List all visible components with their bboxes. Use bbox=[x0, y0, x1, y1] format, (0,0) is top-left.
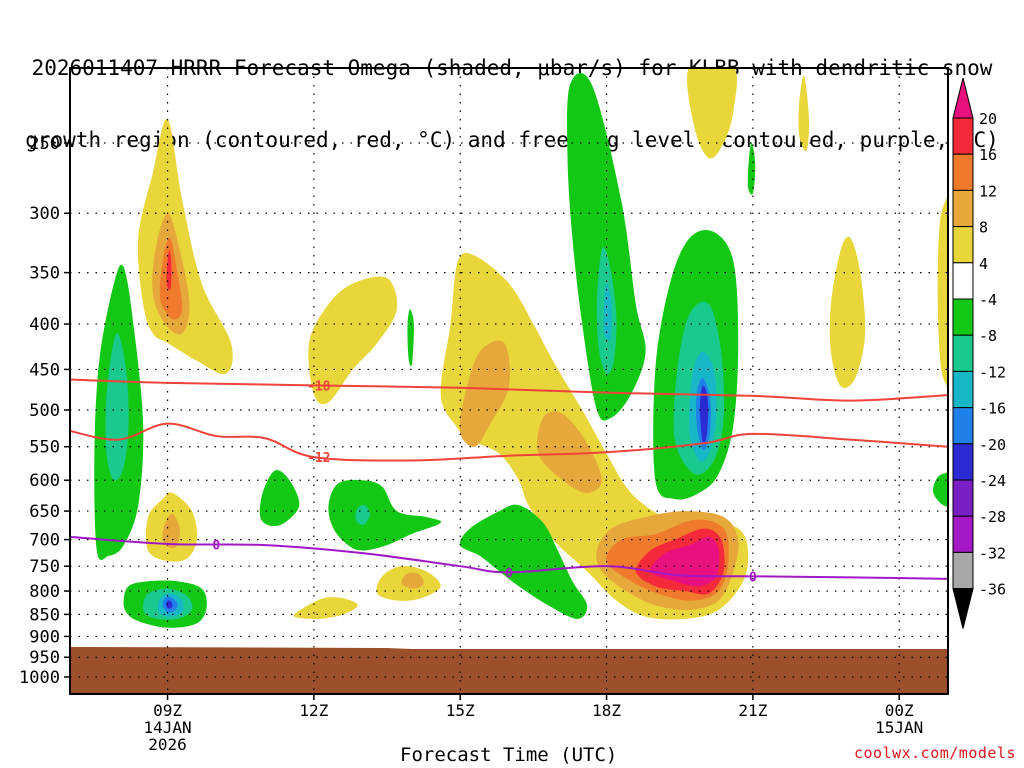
y-tick-label-750: 750 bbox=[29, 557, 60, 577]
y-tick-label-1000: 1000 bbox=[19, 668, 60, 688]
colorbar-swatch-12 bbox=[952, 515, 974, 553]
colorbar-bottom-arrow bbox=[952, 588, 974, 629]
colorbar-swatch-6 bbox=[952, 298, 974, 336]
omega-blob-9z-low-8 bbox=[162, 513, 180, 549]
y-tick-label-400: 400 bbox=[29, 315, 60, 335]
colorbar-label-7: -12 bbox=[979, 363, 1006, 381]
omega-blob-13z-upper bbox=[308, 276, 398, 405]
omega-blob-21z-thin bbox=[747, 142, 756, 195]
omega-blob-12z-low bbox=[293, 597, 358, 619]
colorbar-swatch-11 bbox=[952, 479, 974, 517]
y-tick-label-550: 550 bbox=[29, 438, 60, 458]
colorbar-swatch-3 bbox=[952, 189, 974, 228]
colorbar-swatch-8 bbox=[952, 370, 974, 409]
omega-blob-18z-down-12 bbox=[603, 283, 612, 341]
colorbar-swatch-7 bbox=[952, 334, 974, 372]
credit-text: coolwx.com/models bbox=[853, 744, 1016, 762]
colorbar-label-12: -32 bbox=[979, 544, 1006, 562]
x-axis-title: Forecast Time (UTC) bbox=[400, 744, 618, 766]
x-tick-label-21: 21Z bbox=[738, 701, 767, 720]
colorbar-swatch-10 bbox=[952, 443, 974, 481]
colorbar-label-9: -20 bbox=[979, 436, 1006, 454]
omega-blob-23z bbox=[829, 236, 866, 388]
colorbar: 20 16 12 8 4 -4 -8 -12 -16 -20 -24 -28 -32 -36 bbox=[952, 77, 1006, 629]
y-tick-label-350: 350 bbox=[29, 264, 60, 284]
freezing-level-label-1: 0 bbox=[505, 566, 513, 581]
colorbar-label-0: 20 bbox=[979, 110, 997, 128]
plot-frame bbox=[69, 67, 949, 695]
colorbar-swatch-2 bbox=[952, 153, 974, 191]
omega-blob-14z-thin bbox=[407, 309, 414, 367]
colorbar-label-5: -4 bbox=[979, 291, 997, 309]
omega-blob-20z-down-20 bbox=[700, 385, 709, 444]
omega-blob-9z-down-20 bbox=[166, 600, 173, 609]
omega-blob-14z-low-8 bbox=[401, 572, 424, 589]
freezing-level-label-0: 0 bbox=[212, 539, 220, 554]
x-tick-label-24: 00Z bbox=[885, 701, 914, 720]
dendritic-label--12: -12 bbox=[307, 451, 330, 466]
chart-title-line2: growth region (contoured, red, °C) and f… bbox=[25, 128, 999, 152]
colorbar-label-11: -28 bbox=[979, 508, 1006, 526]
colorbar-label-4: 4 bbox=[979, 255, 988, 273]
colorbar-label-3: 8 bbox=[979, 219, 988, 237]
dendritic-contour--12 bbox=[70, 422, 948, 462]
x-tick-date-24: 15JAN bbox=[875, 718, 923, 737]
colorbar-label-8: -16 bbox=[979, 400, 1006, 418]
colorbar-label-6: -8 bbox=[979, 327, 997, 345]
freezing-level-label-2: 0 bbox=[749, 570, 757, 585]
y-tick-label-650: 650 bbox=[29, 502, 60, 522]
dendritic-contour--18 bbox=[70, 378, 948, 402]
colorbar-label-2: 12 bbox=[979, 182, 997, 200]
omega-band-17z-8 bbox=[537, 411, 602, 493]
freezing-level-contour bbox=[70, 535, 948, 580]
x-tick-label-18: 18Z bbox=[592, 701, 621, 720]
omega-blob-11z bbox=[259, 470, 300, 527]
colorbar-swatch-13 bbox=[952, 551, 974, 590]
y-tick-label-500: 500 bbox=[29, 401, 60, 421]
omega-blob-8z-inner bbox=[105, 333, 129, 481]
colorbar-label-13: -36 bbox=[979, 581, 1006, 599]
x-tick-label-12: 12Z bbox=[299, 701, 328, 720]
omega-blob-22z-top bbox=[798, 75, 810, 152]
y-tick-label-600: 600 bbox=[29, 471, 60, 491]
x-tick-label-9: 09Z bbox=[153, 701, 182, 720]
y-tick-label-700: 700 bbox=[29, 531, 60, 551]
omega-blob-right-yellow bbox=[937, 194, 948, 389]
colorbar-swatch-5 bbox=[952, 262, 974, 300]
colorbar-swatch-4 bbox=[952, 226, 974, 264]
omega-blob-13z-down-4 bbox=[328, 479, 442, 551]
colorbar-label-10: -24 bbox=[979, 472, 1006, 490]
colorbar-swatch-1 bbox=[952, 117, 974, 155]
omega-blob-13z-down-8 bbox=[355, 504, 370, 525]
y-tick-label-450: 450 bbox=[29, 360, 60, 380]
y-tick-label-800: 800 bbox=[29, 582, 60, 602]
contour-lines: -18 -12 0 0 0 bbox=[70, 378, 948, 585]
omega-blob-9z-upper-16 bbox=[166, 249, 172, 290]
y-tick-label-950: 950 bbox=[29, 648, 60, 668]
colorbar-label-1: 16 bbox=[979, 146, 997, 164]
dendritic-label--18: -18 bbox=[307, 379, 331, 394]
y-axis: 2503003504004505005506006507007508008509… bbox=[19, 134, 70, 688]
omega-blob-17z-down bbox=[459, 504, 588, 619]
x-tick-date-9: 14JAN bbox=[143, 718, 191, 737]
y-tick-label-250: 250 bbox=[29, 134, 60, 154]
grid-lines bbox=[70, 68, 948, 694]
omega-blob-20z-top bbox=[687, 68, 738, 159]
y-tick-label-900: 900 bbox=[29, 627, 60, 647]
terrain-fill bbox=[70, 646, 948, 694]
omega-band-15z-8 bbox=[459, 340, 510, 447]
colorbar-swatch-9 bbox=[952, 407, 974, 445]
omega-blob-right-green bbox=[933, 472, 948, 508]
colorbar-top-arrow bbox=[952, 77, 974, 119]
x-tick-label-15: 15Z bbox=[446, 701, 475, 720]
y-tick-label-300: 300 bbox=[29, 204, 60, 224]
omega-blob-9z-upper-4 bbox=[137, 118, 233, 375]
x-tick-year-9: 2026 bbox=[148, 735, 187, 754]
y-tick-label-850: 850 bbox=[29, 605, 60, 625]
terrain-layer bbox=[70, 646, 948, 694]
